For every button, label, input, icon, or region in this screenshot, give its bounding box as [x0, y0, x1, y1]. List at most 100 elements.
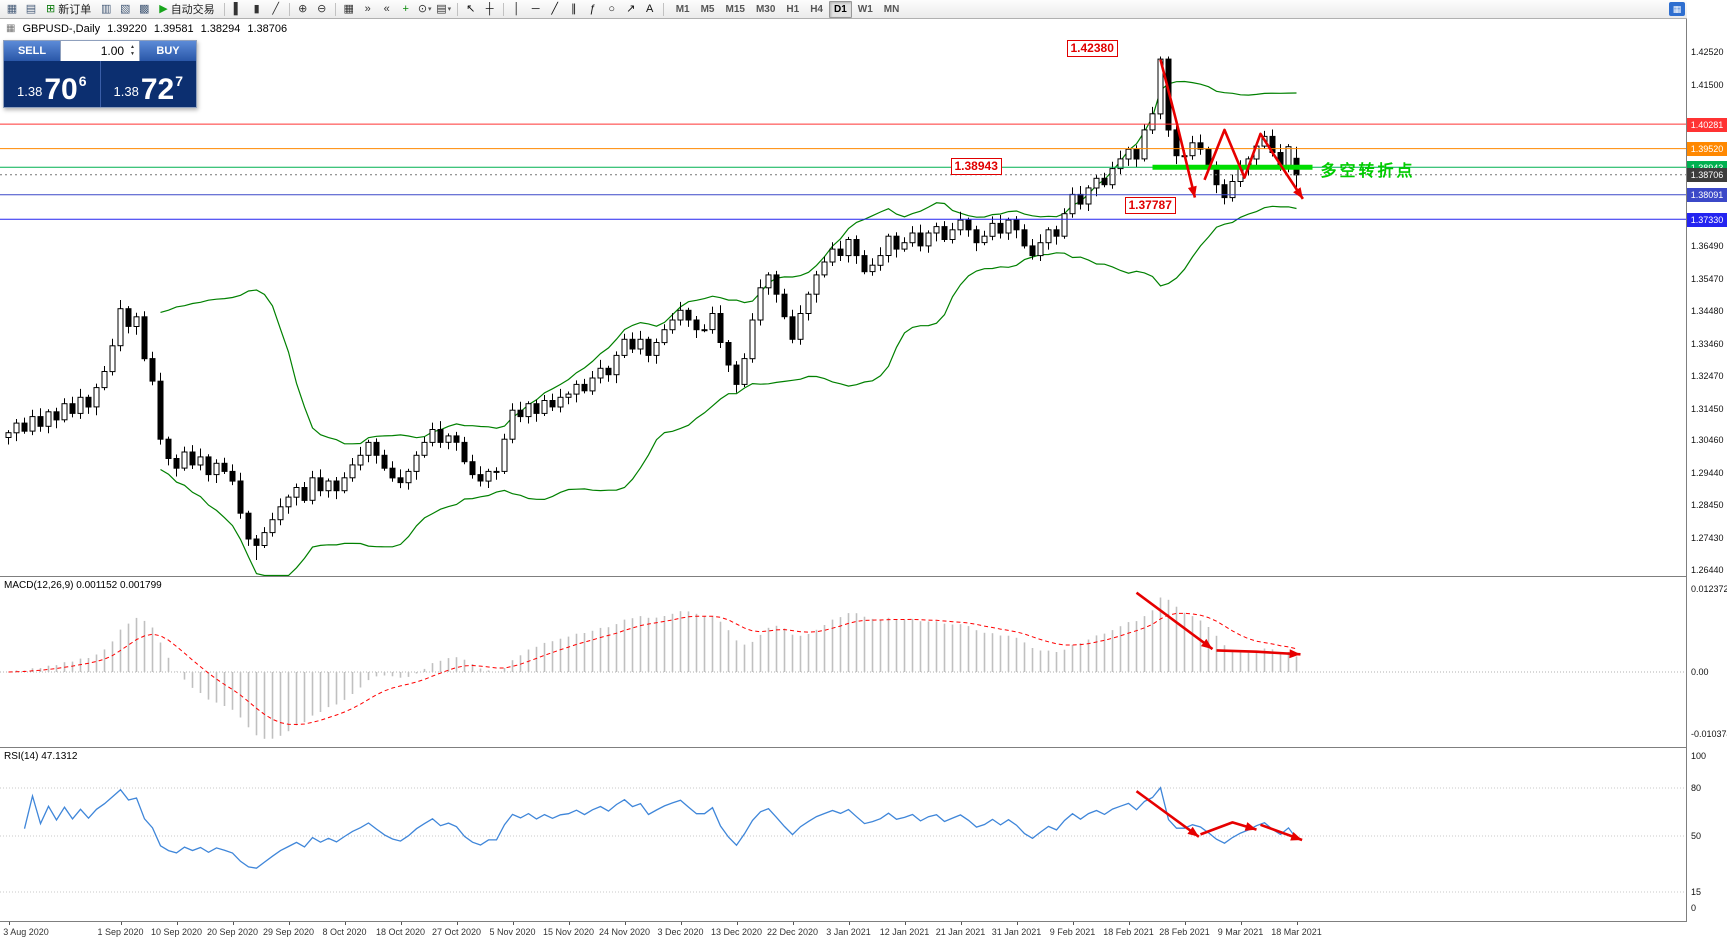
market-watch-icon[interactable]: ▥ [97, 1, 115, 17]
market-panel-icon[interactable]: ▦ [1669, 2, 1685, 16]
pane-separator[interactable] [0, 576, 1727, 577]
new-chart-icon: ▦ [6, 2, 18, 15]
chart-shift-icon: « [383, 2, 390, 15]
line-chart-icon[interactable]: ╱ [267, 1, 285, 17]
time-tick [1184, 922, 1186, 925]
new-chart-icon[interactable]: ▦ [3, 1, 21, 17]
vertical-line-icon[interactable]: │ [508, 1, 526, 17]
macd-trend-arrows[interactable] [1135, 591, 1301, 659]
time-tick [512, 922, 514, 925]
price-tick: 1.41500 [1691, 79, 1724, 90]
fibonacci-icon[interactable]: ƒ [584, 1, 602, 17]
time-label: 12 Jan 2021 [879, 927, 930, 937]
shapes-icon: ○ [608, 2, 616, 15]
auto-scroll-icon[interactable]: » [359, 1, 377, 17]
candlestick-chart-icon[interactable]: ▮ [248, 1, 266, 17]
autotrading-button[interactable]: ▶ 自动交易 [154, 1, 219, 17]
time-label: 1 Sep 2020 [97, 927, 144, 937]
templates-icon-caret: ▾ [447, 6, 452, 13]
time-label: 28 Feb 2021 [1159, 927, 1210, 937]
volume-up-icon[interactable]: ▲ [130, 44, 135, 50]
volume-down-icon[interactable]: ▼ [130, 51, 135, 57]
buy-button[interactable]: BUY [140, 41, 196, 61]
price-badge-1.40281: 1.40281 [1687, 117, 1727, 132]
time-tick [736, 922, 738, 925]
time-label: 21 Jan 2021 [935, 927, 986, 937]
timeframe-m30-button[interactable]: M30 [755, 3, 776, 15]
macd-pane[interactable] [0, 577, 1686, 746]
time-tick [400, 922, 402, 925]
channel-icon[interactable]: ∥ [565, 1, 583, 17]
shapes-icon[interactable]: ○ [603, 1, 621, 17]
pane-separator[interactable] [0, 747, 1727, 748]
sell-price-display[interactable]: 1.38 70 6 [4, 61, 100, 107]
navigator-icon[interactable]: ▧ [116, 1, 134, 17]
horizontal-line-icon[interactable]: ─ [527, 1, 545, 17]
time-tick [8, 922, 10, 925]
trend-arrows[interactable] [1159, 59, 1304, 200]
timeframe-h1-button[interactable]: H1 [786, 3, 800, 15]
timeframe-toolbar: M1 M5 M15 M30 H1 H4 D1 W1 MN [671, 0, 905, 18]
cursor-icon[interactable]: ↖ [462, 1, 480, 17]
price-tick: 1.42520 [1691, 47, 1724, 57]
price-tick: 1.31450 [1691, 403, 1724, 414]
arrows-tool-icon[interactable]: ↗ [622, 1, 640, 17]
sell-button[interactable]: SELL [4, 41, 60, 61]
price-tick: 1.32470 [1691, 370, 1724, 381]
time-label: 20 Sep 2020 [206, 927, 259, 937]
time-tick [288, 922, 290, 925]
time-label: 29 Sep 2020 [262, 927, 315, 937]
arrows-tool-icon: ↗ [626, 2, 636, 15]
rsi-scale-tick: 15 [1691, 887, 1702, 897]
indicators-icon: + [402, 2, 409, 15]
price-badge-1.39520: 1.39520 [1687, 142, 1727, 157]
time-tick [568, 922, 570, 925]
timeframe-h4-button[interactable]: H4 [810, 3, 823, 15]
toolbar-separator [288, 2, 290, 16]
rsi-trend-arrows[interactable] [1135, 790, 1303, 842]
tile-windows-icon[interactable]: ▦ [340, 1, 358, 17]
chart-shift-icon[interactable]: « [378, 1, 396, 17]
timeframe-w1-button[interactable]: W1 [857, 3, 873, 15]
buy-price-display[interactable]: 1.38 72 7 [99, 61, 196, 107]
volume-input[interactable] [70, 43, 127, 59]
indicators-icon[interactable]: + [397, 1, 415, 17]
periods-dropdown-icon[interactable]: ⊙ ▾ [416, 1, 434, 17]
timeframe-m1-button[interactable]: M1 [675, 3, 690, 15]
bollinger-bands [160, 80, 1297, 576]
text-icon: A [646, 2, 654, 15]
timeframe-m5-button[interactable]: M5 [700, 3, 715, 15]
zoom-out-icon: ⊖ [317, 2, 327, 15]
price-scale[interactable]: 1.42520 1.41500 1.36490 1.35470 1.34480 1.334… [1687, 0, 1727, 942]
chart-profiles-icon[interactable]: ▤ [22, 1, 40, 17]
time-label: 9 Mar 2021 [1217, 927, 1264, 937]
bid-pips: 70 [44, 73, 78, 106]
time-tick [1128, 922, 1130, 925]
timeframe-m15-button[interactable]: M15 [725, 3, 745, 15]
rsi-scale-tick: 100 [1691, 751, 1707, 761]
main-chart-pane[interactable] [0, 19, 1686, 576]
time-tick [680, 922, 682, 925]
crosshair-icon[interactable]: ┼ [481, 1, 499, 17]
terminal-icon[interactable]: ▩ [135, 1, 153, 17]
timeframe-d1-button[interactable]: D1 [829, 0, 852, 18]
trendline-icon[interactable]: ╱ [546, 1, 564, 17]
new-order-icon: ⊞ [46, 2, 56, 15]
time-axis[interactable]: 3 Aug 2020 1 Sep 2020 10 Sep 2020 20 Sep 20… [0, 922, 1727, 942]
rsi-pane[interactable] [0, 748, 1686, 921]
templates-icon[interactable]: ▤ ▾ [435, 1, 453, 17]
autotrading-play-icon: ▶ [159, 2, 168, 15]
candlestick-chart-icon: ▮ [253, 2, 260, 15]
price-tick: 1.27430 [1691, 533, 1724, 544]
text-icon[interactable]: A [641, 1, 659, 17]
price-scale-border [1686, 19, 1687, 922]
time-label: 18 Feb 2021 [1103, 927, 1154, 937]
new-order-button[interactable]: ⊞ 新订单 [41, 1, 96, 17]
zoom-in-icon[interactable]: ⊕ [294, 1, 312, 17]
rsi-scale-tick: 0 [1691, 903, 1697, 913]
zoom-out-icon[interactable]: ⊖ [313, 1, 331, 17]
bar-chart-icon[interactable]: ▌ [229, 1, 247, 17]
time-label: 13 Dec 2020 [710, 927, 763, 937]
timeframe-mn-button[interactable]: MN [883, 3, 900, 15]
chart-ohlc-header: ▦ GBPUSD-,Daily 1.39220 1.39581 1.38294 … [6, 23, 287, 35]
